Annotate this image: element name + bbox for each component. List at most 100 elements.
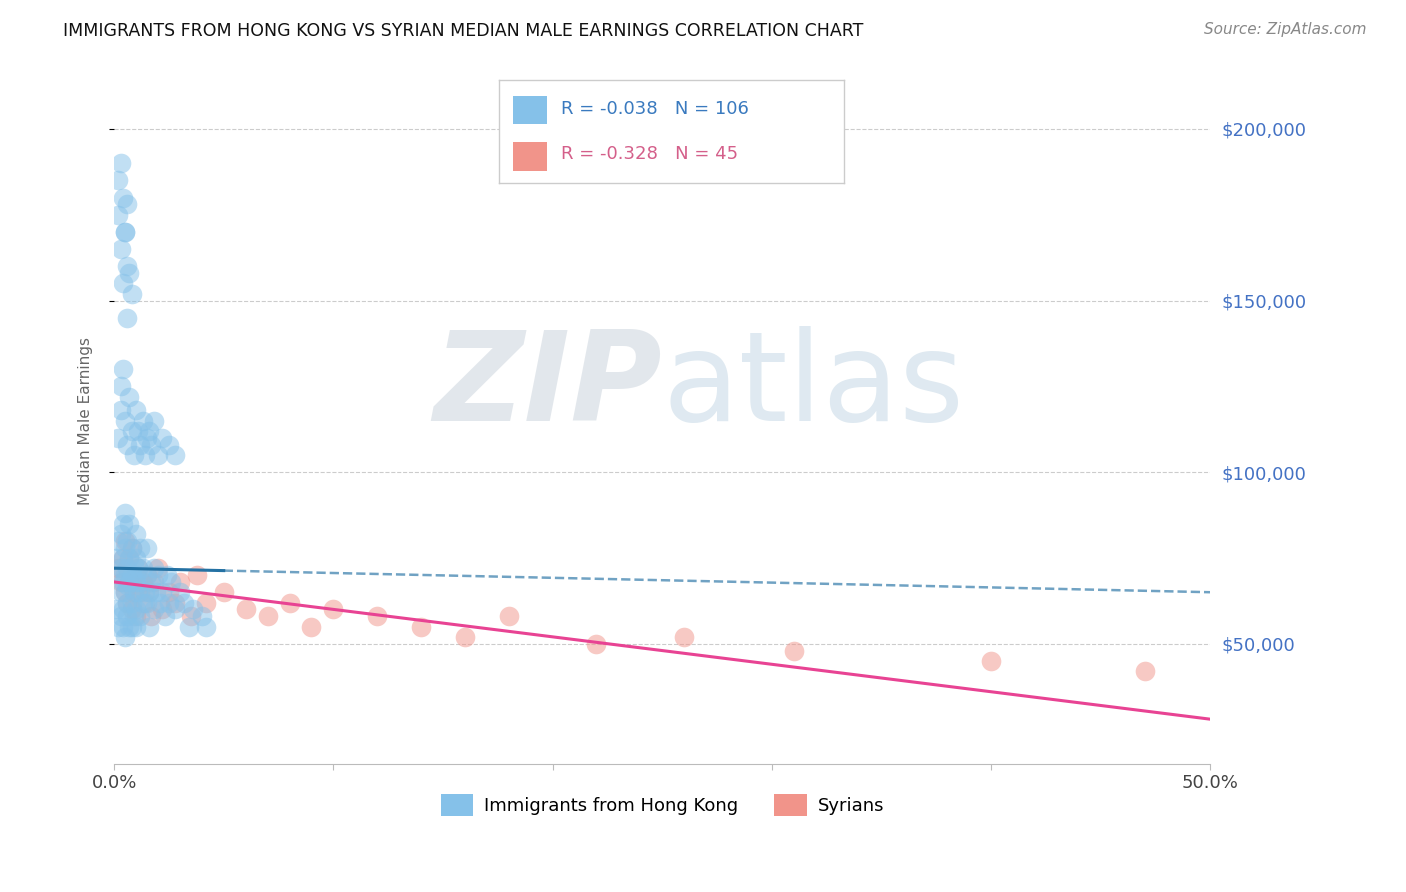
Point [107,208,129,222]
Legend: Immigrants from Hong Kong, Syrians: Immigrants from Hong Kong, Syrians [433,787,891,823]
Point [195,619,218,633]
Point [146,568,169,582]
Point [127,561,149,575]
Point [117,561,139,575]
Point [131,574,153,589]
Point [122,448,145,462]
Point [114,414,136,428]
Point [121,424,143,438]
Point [111,190,134,204]
Point [125,527,148,541]
Point [107,619,129,633]
Point [673,630,696,644]
Point [141,574,163,589]
Point [114,225,136,239]
Point [409,619,432,633]
FancyBboxPatch shape [513,95,547,124]
Point [125,550,148,565]
Point [117,310,139,325]
Point [117,578,139,592]
Point [114,585,136,599]
Point [177,619,200,633]
Point [114,533,136,548]
Point [110,527,132,541]
Point [122,558,145,572]
Point [131,561,153,575]
Point [138,424,160,438]
Text: Source: ZipAtlas.com: Source: ZipAtlas.com [1204,22,1367,37]
Point [256,609,278,624]
Point [125,619,148,633]
Point [110,379,132,393]
Point [114,225,136,239]
Point [111,574,134,589]
Point [136,541,159,555]
Point [121,541,143,555]
Point [138,585,160,599]
Point [191,609,214,624]
Point [111,602,134,616]
Point [138,619,160,633]
Point [165,602,187,616]
Point [142,574,165,589]
Point [165,448,187,462]
Point [122,609,145,624]
Point [117,561,139,575]
Point [585,637,607,651]
Point [212,585,235,599]
Point [125,602,148,616]
Point [498,609,520,624]
Point [111,277,134,291]
Point [169,574,191,589]
Point [141,609,163,624]
Point [105,602,128,616]
Point [111,516,134,531]
Point [136,431,159,445]
Point [111,550,134,565]
Point [129,609,152,624]
Point [118,619,141,633]
Point [980,654,1002,668]
Point [129,585,152,599]
Text: ZIP: ZIP [433,326,662,447]
Y-axis label: Median Male Earnings: Median Male Earnings [79,336,93,505]
Text: IMMIGRANTS FROM HONG KONG VS SYRIAN MEDIAN MALE EARNINGS CORRELATION CHART: IMMIGRANTS FROM HONG KONG VS SYRIAN MEDI… [63,22,863,40]
Point [110,561,132,575]
Point [142,414,165,428]
Point [111,550,134,565]
Point [141,437,163,451]
Point [150,602,173,616]
Point [114,585,136,599]
Point [117,437,139,451]
Point [110,403,132,417]
Point [134,595,156,609]
Point [157,437,180,451]
Point [366,609,388,624]
Point [278,595,301,609]
Point [110,585,132,599]
Point [110,242,132,256]
Point [107,431,129,445]
Point [169,585,191,599]
Point [114,568,136,582]
Point [105,550,128,565]
Point [118,390,141,404]
Point [125,568,148,582]
Point [114,506,136,520]
Point [125,609,148,624]
Point [180,609,202,624]
Point [142,561,165,575]
Point [235,602,257,616]
Point [121,568,143,582]
Point [157,595,180,609]
Point [117,609,139,624]
Point [145,585,167,599]
Point [125,403,148,417]
Point [160,574,183,589]
Point [121,602,143,616]
Point [301,619,323,633]
Point [111,362,134,376]
Point [138,585,160,599]
Point [118,266,141,280]
Point [195,595,218,609]
